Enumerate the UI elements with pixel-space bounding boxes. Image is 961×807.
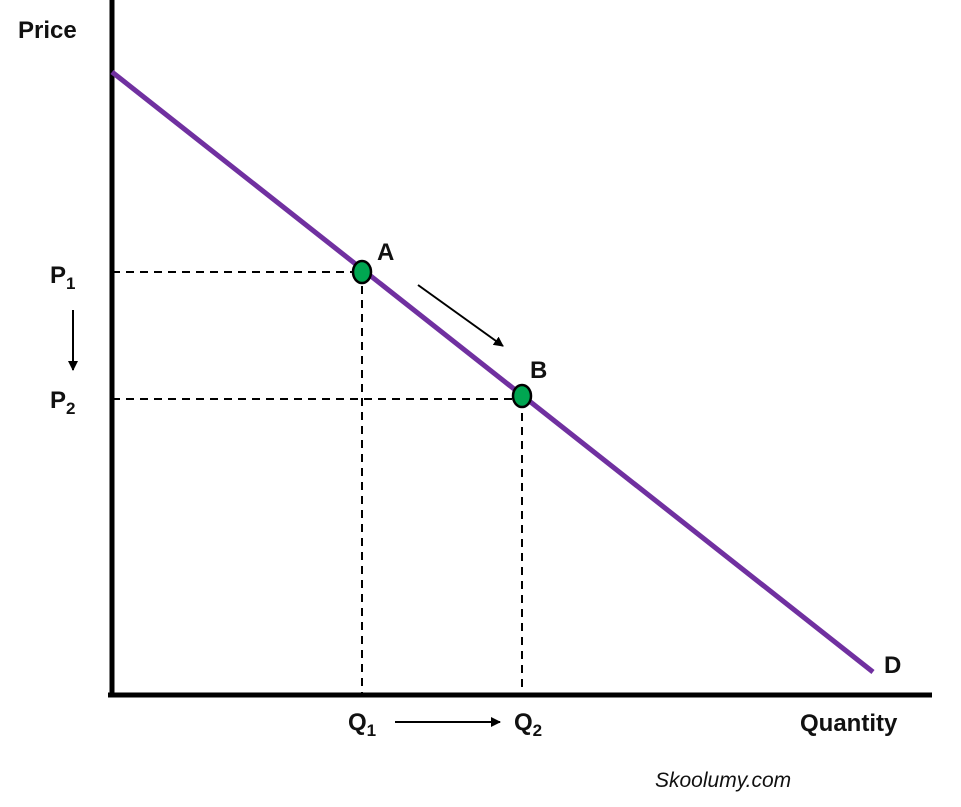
price-label: P2 xyxy=(50,387,75,418)
quantity-letter: Q xyxy=(514,709,533,736)
price-subscript: 1 xyxy=(66,274,75,293)
y-axis-label: Price xyxy=(18,17,77,44)
point-a xyxy=(351,259,373,285)
quantity-label: Q1 xyxy=(348,709,376,740)
price-label: P1 xyxy=(50,262,75,293)
price-letter: P xyxy=(50,262,66,289)
point-label: B xyxy=(530,357,547,384)
quantity-subscript: 2 xyxy=(533,721,542,740)
guide-b xyxy=(112,398,523,695)
movement-arrow xyxy=(417,284,504,347)
quantity-label: Q2 xyxy=(514,709,542,740)
point-label: A xyxy=(377,239,394,266)
watermark: Skoolumy.com xyxy=(655,769,791,792)
point-b xyxy=(511,383,533,409)
price-subscript: 2 xyxy=(66,399,75,418)
demand-curve xyxy=(110,70,875,674)
curve-label: D xyxy=(884,652,901,679)
quantity-subscript: 1 xyxy=(367,721,376,740)
x-axis-label: Quantity xyxy=(800,710,898,737)
guide-a xyxy=(112,271,363,695)
quantity-letter: Q xyxy=(348,709,367,736)
price-letter: P xyxy=(50,387,66,414)
